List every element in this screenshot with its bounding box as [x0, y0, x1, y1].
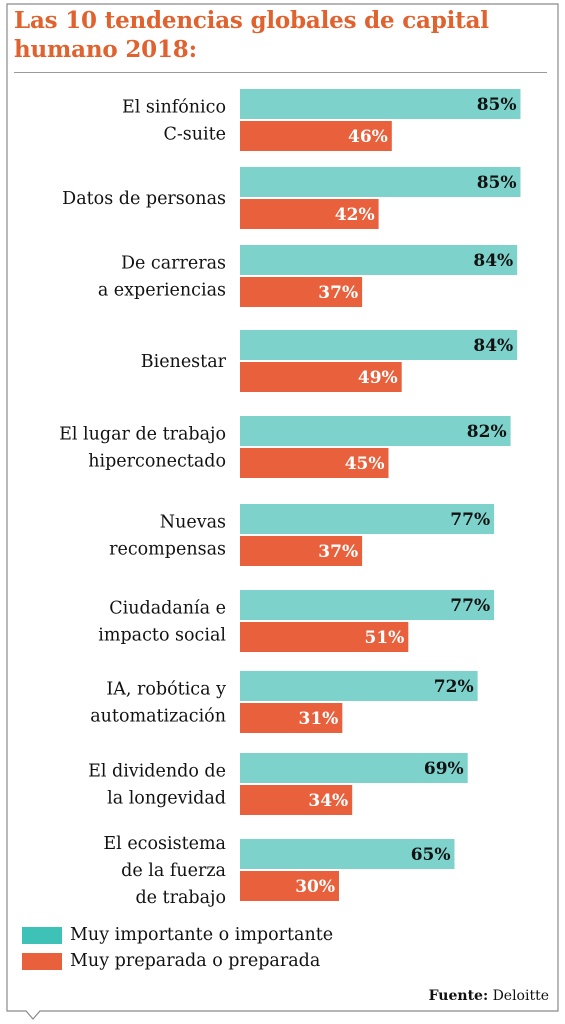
bar-prepared-4 — [240, 362, 402, 392]
value-label-important-6: 77% — [450, 510, 490, 530]
value-label-important-3: 84% — [473, 251, 513, 271]
bar-important-3 — [240, 245, 518, 275]
bar-prepared-7 — [240, 622, 409, 652]
value-label-prepared-1: 46% — [348, 127, 388, 147]
category-label-10-line-1: El ecosistema — [103, 834, 226, 854]
category-label-6-line-2: recompensas — [109, 540, 226, 560]
value-label-prepared-9: 34% — [308, 791, 348, 811]
bar-important-1 — [240, 89, 521, 119]
value-label-important-5: 82% — [467, 422, 507, 442]
bar-important-7 — [240, 590, 495, 620]
category-label-3-line-1: De carreras — [121, 254, 226, 274]
bar-prepared-9 — [240, 785, 353, 815]
value-label-prepared-6: 37% — [318, 542, 358, 562]
category-label-5-line-2: hiperconectado — [88, 452, 226, 472]
source-value: Deloitte — [492, 988, 549, 1004]
category-label-7-line-1: Ciudadanía e — [109, 599, 226, 619]
legend-label-prepared: Muy preparada o preparada — [70, 951, 321, 971]
bar-important-8 — [240, 671, 478, 701]
value-label-prepared-5: 45% — [345, 454, 385, 474]
value-label-important-10: 65% — [411, 845, 451, 865]
value-label-important-9: 69% — [424, 759, 464, 779]
legend-swatch-important — [22, 926, 62, 944]
bar-important-4 — [240, 330, 518, 360]
bar-important-2 — [240, 167, 521, 197]
legend-swatch-prepared — [22, 952, 62, 970]
value-label-prepared-10: 30% — [295, 877, 335, 897]
category-label-8-line-2: automatización — [90, 707, 226, 727]
bar-prepared-2 — [240, 199, 379, 229]
bar-prepared-10 — [240, 871, 339, 901]
category-label-5-line-1: El lugar de trabajo — [59, 425, 226, 445]
bar-chart: 85% 46% El sinfónico C-suite 85% 42% Datos de … — [59, 89, 521, 908]
bar-important-9 — [240, 753, 468, 783]
category-label-10-line-3: de trabajo — [135, 888, 226, 908]
chart-title: Las 10 tendencias globales de capital hu… — [14, 7, 489, 63]
category-label-2-line-1: Datos de personas — [62, 189, 226, 209]
bar-prepared-8 — [240, 703, 343, 733]
category-label-7-line-2: impacto social — [98, 626, 226, 646]
bar-important-6 — [240, 504, 495, 534]
source-label: Fuente: — [428, 988, 489, 1004]
value-label-important-2: 85% — [477, 173, 517, 193]
bar-important-5 — [240, 416, 511, 446]
source-note: Fuente: Deloitte — [429, 988, 549, 1004]
value-label-important-1: 85% — [477, 95, 517, 115]
category-label-3-line-2: a experiencias — [98, 281, 226, 301]
category-label-9-line-1: El dividendo de — [88, 762, 226, 782]
legend-item-prepared: Muy preparada o preparada — [22, 948, 333, 974]
legend: Muy importante o importante Muy preparad… — [22, 922, 333, 974]
category-label-4-line-1: Bienestar — [141, 352, 227, 372]
value-label-important-4: 84% — [473, 336, 513, 356]
bar-prepared-5 — [240, 448, 389, 478]
value-label-prepared-7: 51% — [364, 628, 404, 648]
category-label-10-line-2: de la fuerza — [121, 861, 226, 881]
value-label-prepared-8: 31% — [298, 709, 338, 729]
category-label-8-line-1: IA, robótica y — [106, 680, 226, 700]
category-label-9-line-2: la longevidad — [107, 789, 226, 809]
value-label-important-7: 77% — [450, 596, 490, 616]
category-label-1-line-1: El sinfónico — [122, 98, 226, 118]
value-label-prepared-3: 37% — [318, 283, 358, 303]
bar-important-10 — [240, 839, 455, 869]
legend-item-important: Muy importante o importante — [22, 922, 333, 948]
bar-prepared-1 — [240, 121, 392, 151]
value-label-important-8: 72% — [434, 677, 474, 697]
bar-prepared-3 — [240, 277, 363, 307]
value-label-prepared-2: 42% — [335, 205, 375, 225]
legend-label-important: Muy importante o importante — [70, 925, 334, 945]
category-label-1-line-2: C-suite — [163, 125, 226, 145]
bar-prepared-6 — [240, 536, 363, 566]
title-divider — [14, 72, 547, 73]
category-label-6-line-1: Nuevas — [160, 513, 226, 533]
value-label-prepared-4: 49% — [358, 368, 398, 388]
